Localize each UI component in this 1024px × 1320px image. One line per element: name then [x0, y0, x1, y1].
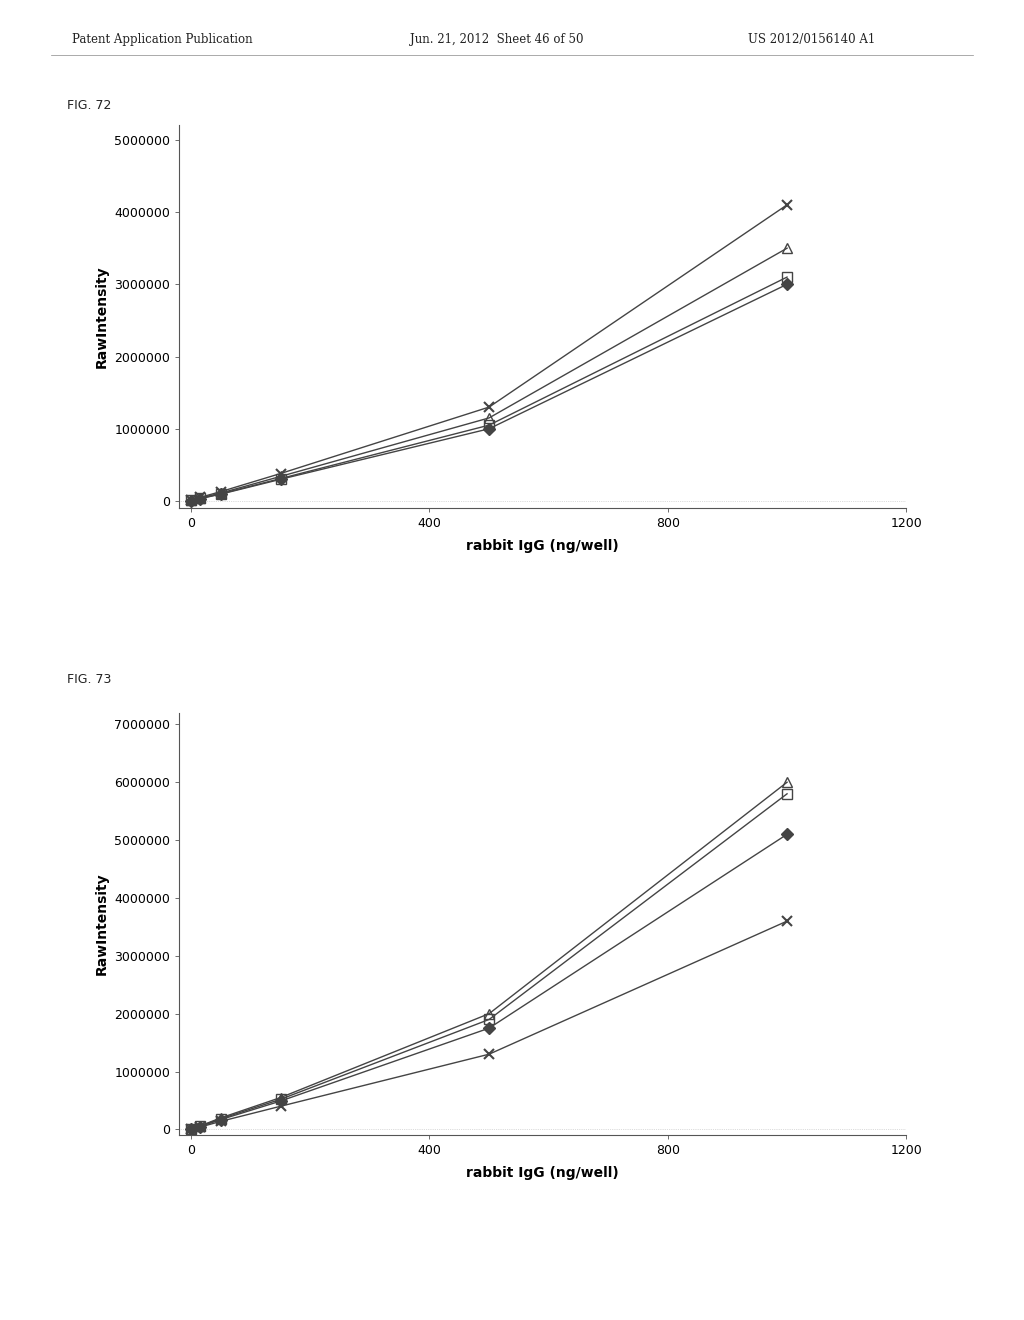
Text: FIG. 73: FIG. 73	[67, 673, 111, 686]
X-axis label: rabbit IgG (ng/well): rabbit IgG (ng/well)	[466, 1166, 620, 1180]
Text: FIG. 72: FIG. 72	[67, 99, 111, 112]
Text: Jun. 21, 2012  Sheet 46 of 50: Jun. 21, 2012 Sheet 46 of 50	[410, 33, 583, 46]
Y-axis label: RawIntensity: RawIntensity	[94, 873, 109, 975]
Text: Patent Application Publication: Patent Application Publication	[72, 33, 252, 46]
Text: US 2012/0156140 A1: US 2012/0156140 A1	[748, 33, 874, 46]
X-axis label: rabbit IgG (ng/well): rabbit IgG (ng/well)	[466, 539, 620, 553]
Y-axis label: RawIntensity: RawIntensity	[94, 265, 109, 368]
